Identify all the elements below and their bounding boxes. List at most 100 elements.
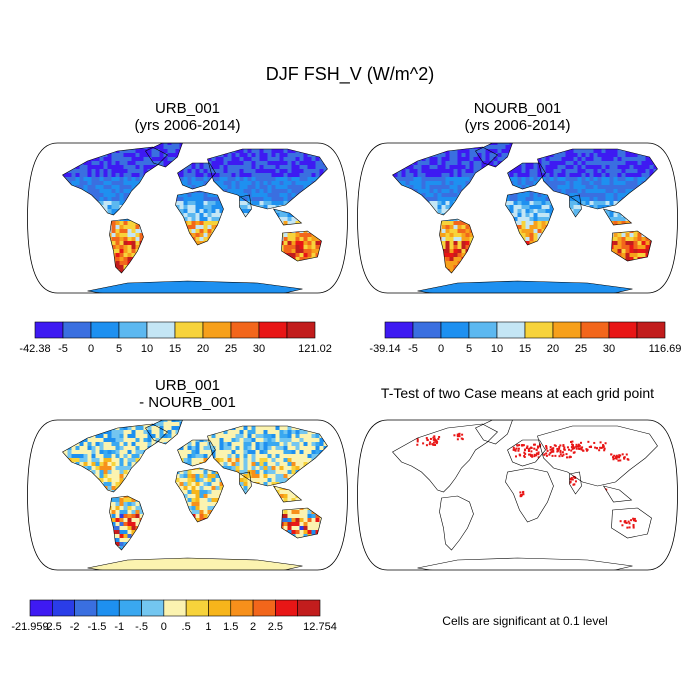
grid-cell (276, 137, 280, 141)
grid-cell (139, 149, 144, 153)
grid-cell (517, 169, 522, 173)
grid-cell (219, 157, 224, 161)
grid-cell (148, 133, 152, 137)
grid-cell (637, 153, 642, 157)
grid-cell (666, 137, 670, 141)
grid-cell (287, 185, 292, 189)
grid-cell (36, 137, 40, 141)
grid-cell (99, 165, 104, 169)
grid-cell (425, 197, 430, 201)
grid-cell (469, 157, 474, 161)
grid-cell (418, 133, 422, 137)
grid-cell (203, 173, 208, 177)
grid-cell (264, 293, 268, 297)
grid-cell (441, 169, 446, 173)
grid-cell (127, 157, 132, 161)
grid-cell (183, 213, 188, 217)
grid-cell (239, 201, 244, 205)
grid-cell (243, 189, 248, 193)
grid-cell (211, 221, 216, 225)
grid-cell (453, 189, 458, 193)
grid-cell (561, 157, 566, 161)
grid-cell (344, 273, 348, 277)
grid-cell (255, 173, 260, 177)
grid-cell (489, 161, 494, 165)
grid-cell (292, 301, 296, 305)
grid-cell (83, 165, 88, 169)
grid-cell (311, 249, 316, 253)
grid-cell (445, 205, 450, 209)
grid-cell (251, 169, 256, 173)
grid-cell (449, 161, 454, 165)
grid-cell (104, 301, 108, 305)
grid-cell (192, 293, 196, 297)
grid-cell (509, 205, 514, 209)
grid-cell (437, 165, 442, 169)
grid-cell (227, 185, 232, 189)
grid-cell (473, 165, 478, 169)
grid-cell (425, 165, 430, 169)
grid-cell (227, 285, 232, 289)
grid-cell (271, 149, 276, 153)
grid-cell (244, 293, 248, 297)
grid-cell (299, 177, 304, 181)
grid-cell (557, 157, 562, 161)
grid-cell (340, 297, 344, 301)
grid-cell (617, 193, 622, 197)
grid-cell (67, 177, 72, 181)
grid-cell (212, 133, 216, 137)
grid-cell (88, 297, 92, 301)
grid-cell (410, 133, 414, 137)
grid-cell (378, 137, 382, 141)
grid-cell (163, 161, 168, 165)
grid-cell (56, 137, 60, 141)
grid-cell (307, 169, 312, 173)
grid-cell (541, 157, 546, 161)
grid-cell (336, 301, 340, 305)
grid-cell (303, 253, 308, 257)
grid-cell (437, 157, 442, 161)
grid-cell (187, 197, 192, 201)
grid-cell (494, 133, 498, 137)
grid-cell (235, 165, 240, 169)
grid-cell (52, 137, 56, 141)
grid-cell (445, 189, 450, 193)
grid-cell (195, 217, 200, 221)
grid-cell (160, 137, 164, 141)
grid-cell (545, 205, 550, 209)
grid-cell (287, 213, 292, 217)
grid-cell (223, 161, 228, 165)
grid-cell (40, 293, 44, 297)
coastline-europe (177, 162, 216, 190)
grid-cell (131, 157, 136, 161)
grid-cell (107, 173, 112, 177)
grid-cell (509, 201, 514, 205)
grid-cell (32, 301, 36, 305)
grid-cell (115, 253, 120, 257)
grid-cell (60, 137, 64, 141)
grid-cell (593, 205, 598, 209)
grid-cell (156, 133, 160, 137)
grid-cell (340, 145, 344, 149)
grid-cell (421, 173, 426, 177)
grid-cell (96, 133, 100, 137)
grid-cell (421, 165, 426, 169)
grid-cell (295, 185, 300, 189)
grid-cell (336, 285, 340, 289)
grid-cell (613, 173, 618, 177)
grid-cell (123, 241, 128, 245)
grid-cell (123, 185, 128, 189)
grid-cell (597, 197, 602, 201)
grid-cell (390, 133, 394, 137)
grid-cell (670, 145, 674, 149)
grid-cell (135, 281, 140, 285)
grid-cell (239, 281, 244, 285)
grid-cell (172, 301, 176, 305)
grid-cell (135, 229, 140, 233)
grid-cell (597, 193, 602, 197)
grid-cell (513, 193, 518, 197)
grid-cell (413, 169, 418, 173)
grid-cell (127, 153, 132, 157)
coastline-northAmerica (62, 146, 168, 216)
grid-cell (417, 173, 422, 177)
